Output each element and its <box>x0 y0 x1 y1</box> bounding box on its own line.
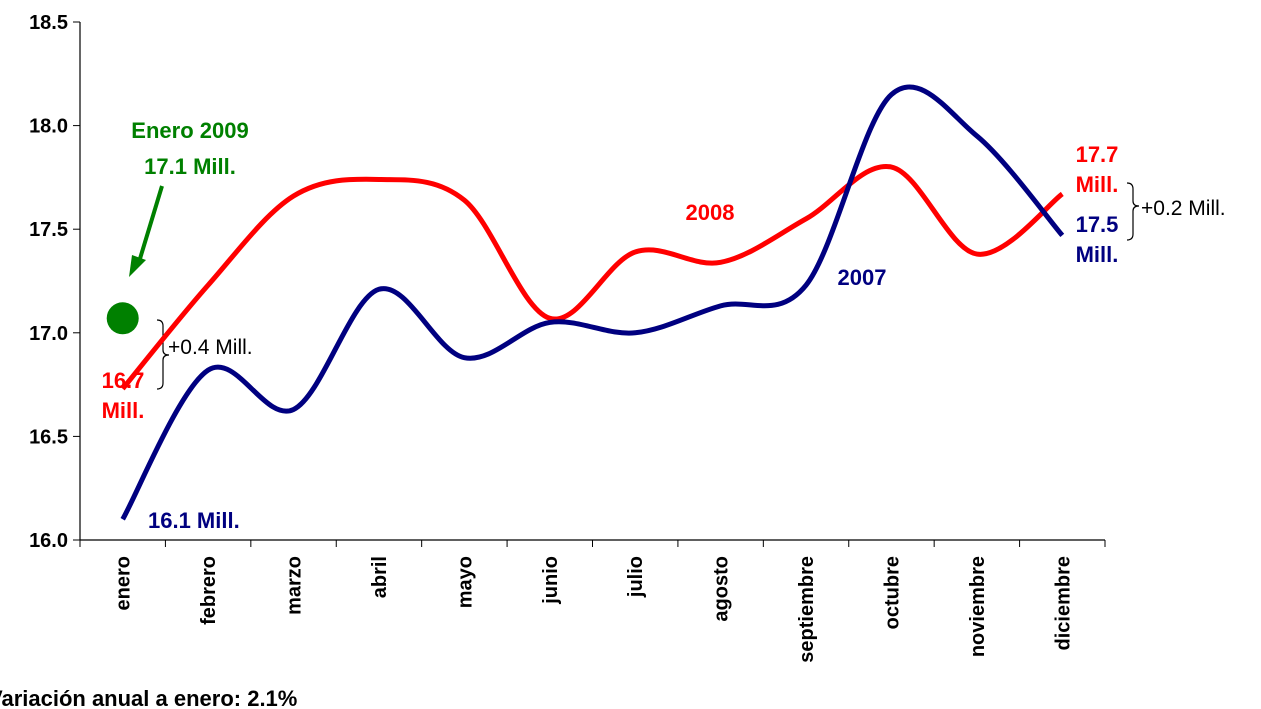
bracket <box>1126 182 1140 241</box>
x-tick-label: noviembre <box>967 556 989 657</box>
series-line <box>120 164 1064 391</box>
bracket <box>156 319 170 390</box>
y-tick-label: 16.5 <box>29 426 68 448</box>
x-tick-label: febrero <box>198 556 220 625</box>
x-tick-label: junio <box>540 556 562 605</box>
x-tick-label: octubre <box>881 556 903 629</box>
highlight-dot <box>106 302 139 335</box>
footnote: Variación anual a enero: 2.1% <box>0 686 297 709</box>
value-label: 17.1 Mill. <box>144 154 236 179</box>
x-tick-label: agosto <box>711 556 733 622</box>
series-label: Enero 2009 <box>131 118 248 143</box>
y-tick-label: 18.0 <box>29 116 68 138</box>
annotation: +0.4 Mill. <box>168 336 253 359</box>
x-tick-label: diciembre <box>1052 556 1074 650</box>
x-tick-label: enero <box>113 556 135 610</box>
series-line <box>120 84 1065 521</box>
value-label: 17.7 Mill. <box>1075 142 1119 197</box>
x-tick-label: julio <box>625 556 647 598</box>
x-tick-label: mayo <box>454 556 476 608</box>
value-label: 17.5 Mill. <box>1075 212 1119 267</box>
x-tick-label: abril <box>369 556 391 598</box>
series-label: 2008 <box>686 200 735 225</box>
x-tick-label: marzo <box>284 556 306 615</box>
series-label: 2007 <box>838 265 887 290</box>
value-label: 16.1 Mill. <box>148 508 240 533</box>
x-tick-label: septiembre <box>796 556 818 663</box>
y-tick-label: 18.5 <box>29 12 68 34</box>
y-tick-label: 16.0 <box>29 530 68 552</box>
y-tick-label: 17.0 <box>29 323 68 345</box>
y-tick-label: 17.5 <box>29 219 68 241</box>
annotation: +0.2 Mill. <box>1141 197 1226 220</box>
arrow-head <box>129 255 146 277</box>
arrow <box>137 185 164 263</box>
value-label: 16.7 Mill. <box>101 368 145 423</box>
